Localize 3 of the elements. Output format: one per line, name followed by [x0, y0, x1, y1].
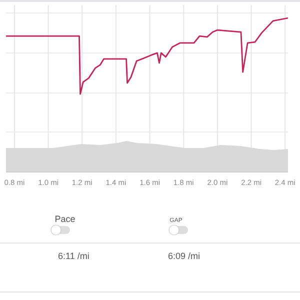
- text: Pace: [54, 214, 76, 224]
- text: 6:11 /mi: [58, 251, 90, 261]
- text: 6:09 /mi: [168, 251, 200, 261]
